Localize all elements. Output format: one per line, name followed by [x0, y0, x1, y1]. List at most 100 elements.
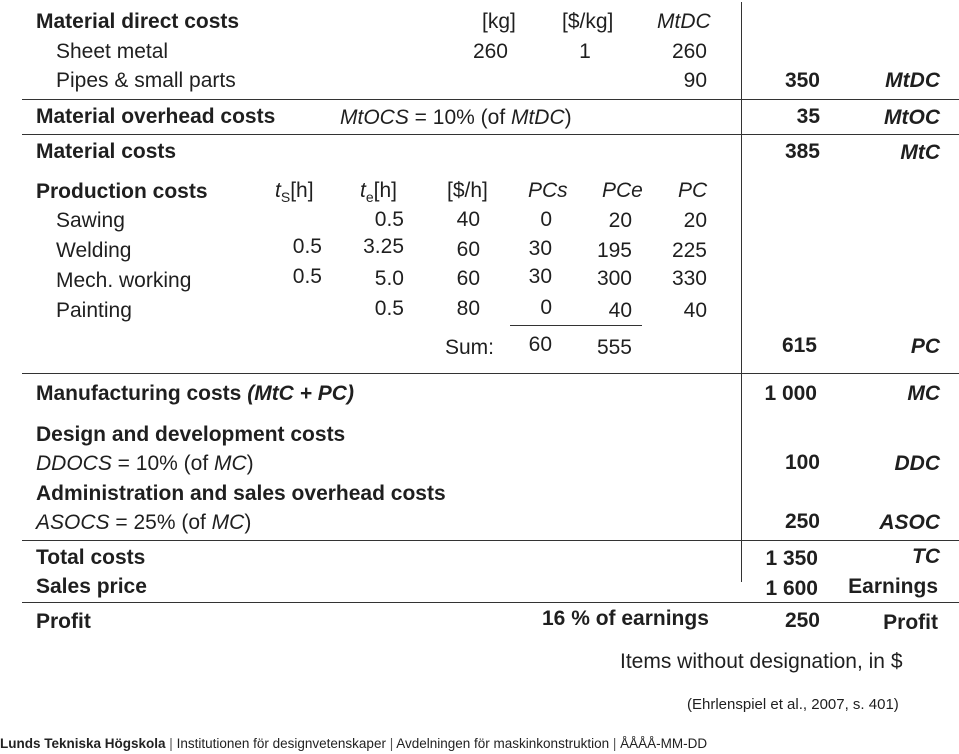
footer-division: Avdelningen för maskinkonstruktion [396, 736, 610, 751]
production-row-pce: 20 [608, 209, 632, 232]
divider [22, 602, 959, 603]
col-header-kg: [kg] [482, 10, 516, 33]
divider [22, 540, 959, 541]
profit-note: 16 % of earnings [542, 607, 709, 630]
mtoc-abbr: MtOC [884, 106, 940, 129]
currency-note: Items without designation, in $ [620, 650, 903, 673]
mtc-abbr: MtC [900, 141, 940, 164]
col-header-te: te[h] [360, 180, 397, 204]
asocs-formula: ASOCS = 25% (of MC) [36, 512, 251, 533]
tc-abbr: TC [912, 545, 940, 568]
col-header-pce: PCe [602, 179, 643, 202]
asocs-formula-mid: = 25% (of [109, 511, 212, 534]
ddocs-symbol: DDOCS [36, 452, 112, 475]
citation: (Ehrlenspiel et al., 2007, s. 401) [687, 696, 899, 713]
mtocs-formula-end: ) [564, 106, 572, 129]
asocs-formula-ref: MC [211, 511, 245, 534]
footer-sep: | [385, 736, 397, 751]
pipes-mtdc: 90 [683, 69, 707, 92]
asocs-symbol: ASOCS [36, 511, 110, 534]
asoc-total: 250 [784, 510, 820, 533]
sheet-metal-label: Sheet metal [56, 40, 169, 63]
sales-price-title: Sales price [36, 575, 147, 598]
total-costs-title: Total costs [36, 546, 146, 569]
mtdc-abbr: MtDC [885, 69, 940, 92]
mtocs-formula-mid: = 10% (of [408, 106, 511, 129]
material-overhead-title: Material overhead costs [36, 105, 276, 128]
footer-school: Lunds Tekniska Högskola [0, 736, 166, 751]
production-row-pce: 40 [608, 299, 632, 322]
col-header-ts: tS[h] [275, 180, 314, 204]
mtocs-formula-ref: MtDC [510, 106, 565, 129]
production-row-label: Painting [56, 299, 132, 322]
manufacturing-title-plain: Manufacturing costs [36, 382, 248, 405]
footer-sep: | [165, 736, 177, 751]
sum-label: Sum: [445, 336, 495, 359]
manufacturing-title-italic: (MtC + PC) [247, 382, 354, 405]
sum-underline [510, 325, 642, 326]
production-row-te: 5.0 [374, 267, 404, 290]
col-header-pcs: PCs [528, 179, 568, 202]
tc-total: 1 350 [765, 547, 818, 570]
production-row-pc: 40 [683, 299, 707, 322]
production-row-pc: 225 [671, 239, 707, 262]
divider [22, 134, 959, 135]
mtc-total: 385 [784, 140, 820, 163]
footer-code: ÅÅÅÅ-MM-DD [620, 736, 708, 751]
sum-pcs: 60 [528, 333, 552, 356]
mtoc-total: 35 [796, 105, 820, 128]
mtocs-symbol: MtOCS [340, 106, 409, 129]
production-row-label: Mech. working [56, 269, 192, 292]
production-row-rate: 80 [456, 297, 480, 320]
material-costs-title: Material costs [36, 140, 177, 163]
profit-title: Profit [36, 610, 91, 633]
mtocs-formula: MtOCS = 10% (of MtDC) [340, 107, 572, 128]
asoc-abbr: ASOC [879, 511, 940, 534]
production-row-label: Sawing [56, 209, 125, 232]
pc-total: 615 [781, 334, 817, 357]
sheet-metal-kg: 260 [472, 40, 508, 63]
admin-costs-title: Administration and sales overhead costs [36, 482, 446, 505]
production-row-te: 0.5 [374, 297, 404, 320]
ts-unit: [h] [290, 179, 314, 202]
ddc-abbr: DDC [894, 452, 941, 475]
ddocs-formula-mid: = 10% (of [111, 452, 214, 475]
production-row-rate: 40 [456, 208, 480, 231]
mc-abbr: MC [907, 382, 940, 405]
production-costs-title: Production costs [36, 180, 208, 203]
ts-t: t [275, 179, 281, 202]
production-row-pcs: 30 [528, 237, 552, 260]
production-row-pc: 330 [671, 267, 707, 290]
pc-abbr: PC [910, 335, 940, 358]
manufacturing-costs-title: Manufacturing costs (MtC + PC) [36, 383, 354, 404]
production-row-pce: 195 [596, 239, 632, 262]
divider [22, 99, 959, 100]
production-row-te: 3.25 [363, 235, 404, 258]
production-row-pcs: 0 [540, 296, 552, 319]
col-header-mtdc: MtDC [657, 10, 711, 33]
production-row-rate: 60 [456, 267, 480, 290]
col-header-usd-per-kg: [$/kg] [562, 10, 614, 33]
footer-institution: Institutionen för designvetenskaper [176, 736, 386, 751]
production-row-pcs: 30 [528, 265, 552, 288]
production-row-pcs: 0 [540, 208, 552, 231]
asocs-formula-end: ) [244, 511, 252, 534]
production-row-pc: 20 [683, 209, 707, 232]
profit-abbr: Profit [883, 611, 938, 634]
production-row-rate: 60 [456, 238, 480, 261]
ddc-total: 100 [784, 451, 820, 474]
mc-total: 1 000 [764, 382, 817, 405]
pipes-label: Pipes & small parts [56, 69, 236, 92]
profit-total: 250 [784, 609, 820, 632]
mtdc-total: 350 [784, 69, 820, 92]
production-row-ts: 0.5 [292, 235, 322, 258]
material-direct-costs-title: Material direct costs [36, 10, 240, 33]
footer-sep: | [609, 736, 621, 751]
earnings-abbr: Earnings [848, 575, 938, 598]
sum-pce: 555 [596, 336, 632, 359]
ts-sub: S [280, 189, 291, 205]
te-unit: [h] [373, 179, 397, 202]
te-sub: e [365, 189, 374, 205]
production-row-label: Welding [56, 239, 132, 262]
production-row-ts: 0.5 [292, 265, 322, 288]
